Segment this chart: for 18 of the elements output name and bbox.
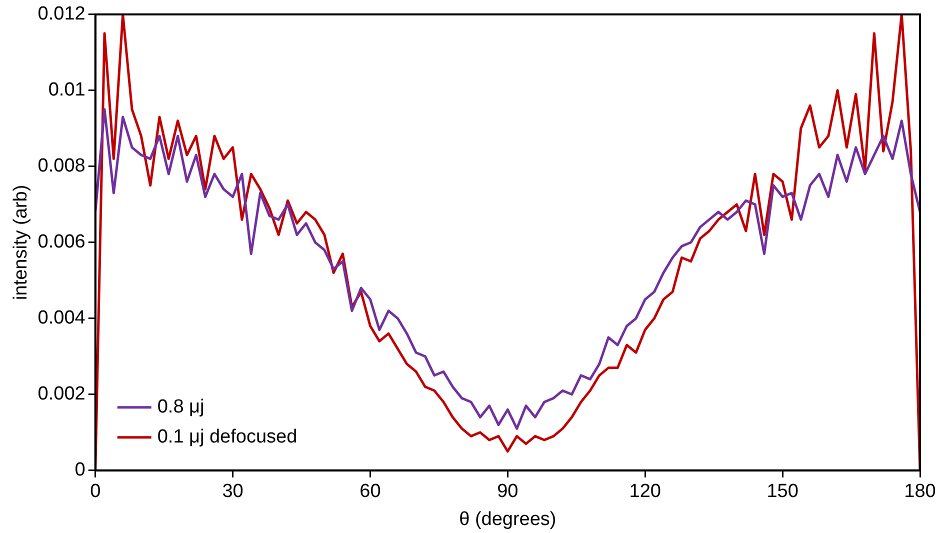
y-tick-label: 0.008 [38,156,86,177]
x-tick-label: 0 [90,481,101,502]
y-tick-label: 0.012 [38,4,86,25]
y-tick-label: 0 [74,460,86,481]
y-tick-label: 0.01 [48,80,86,101]
legend-label: 0.8 μj [157,396,204,418]
legend-label: 0.1 μj defocused [157,426,298,448]
x-axis-title: θ (degrees) [459,508,556,530]
y-tick-label: 0.006 [38,232,86,253]
y-axis-title: intensity (arb) [10,184,32,300]
x-tick-label: 30 [222,481,244,502]
x-tick-label: 90 [497,481,518,502]
x-tick-label: 150 [766,481,798,502]
x-tick-label: 180 [904,481,936,502]
y-tick-label: 0.002 [38,384,86,405]
y-tick-label: 0.004 [38,308,86,329]
x-tick-label: 60 [360,481,381,502]
x-tick-label: 120 [629,481,661,502]
